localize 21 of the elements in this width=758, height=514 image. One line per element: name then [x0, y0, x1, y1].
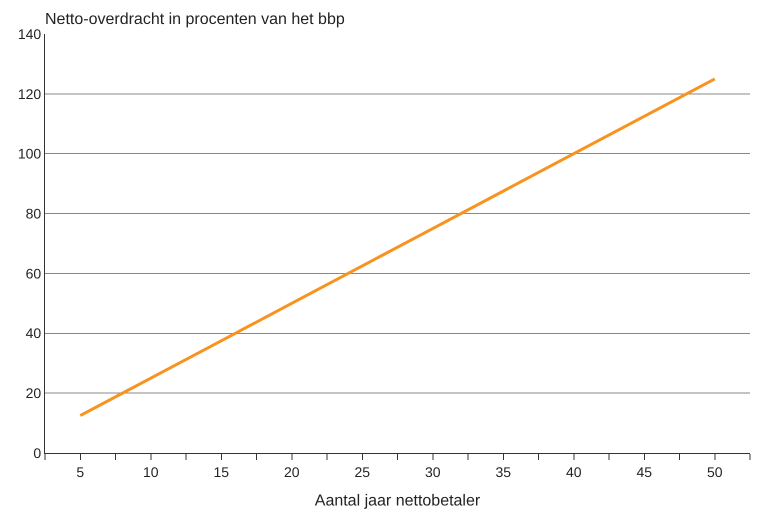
x-tick-label: 45 [636, 464, 652, 480]
x-tick-label: 35 [495, 464, 512, 480]
y-tick-label: 0 [33, 444, 42, 461]
y-tick-label: 140 [18, 26, 42, 42]
x-tick-label: 30 [424, 464, 441, 480]
y-tick-label: 60 [26, 265, 42, 282]
x-axis-title: Aantal jaar nettobetaler [314, 492, 481, 510]
x-tick-label: 25 [354, 464, 370, 480]
y-tick-label: 120 [18, 86, 42, 102]
x-tick-label: 40 [566, 464, 582, 480]
y-tick-label: 20 [26, 385, 42, 402]
x-tick-label: 10 [142, 464, 159, 480]
x-tick-label: 20 [284, 464, 300, 480]
y-tick-label: 40 [26, 325, 42, 342]
y-tick-label: 80 [26, 205, 42, 222]
x-tick-label: 5 [76, 464, 84, 480]
y-tick-label: 100 [18, 146, 42, 162]
line-series [78, 77, 716, 418]
x-tick-label: 50 [706, 464, 723, 480]
y-axis-title: Netto-overdracht in procenten van het bbp [45, 11, 345, 28]
x-tick-label: 15 [213, 464, 230, 480]
